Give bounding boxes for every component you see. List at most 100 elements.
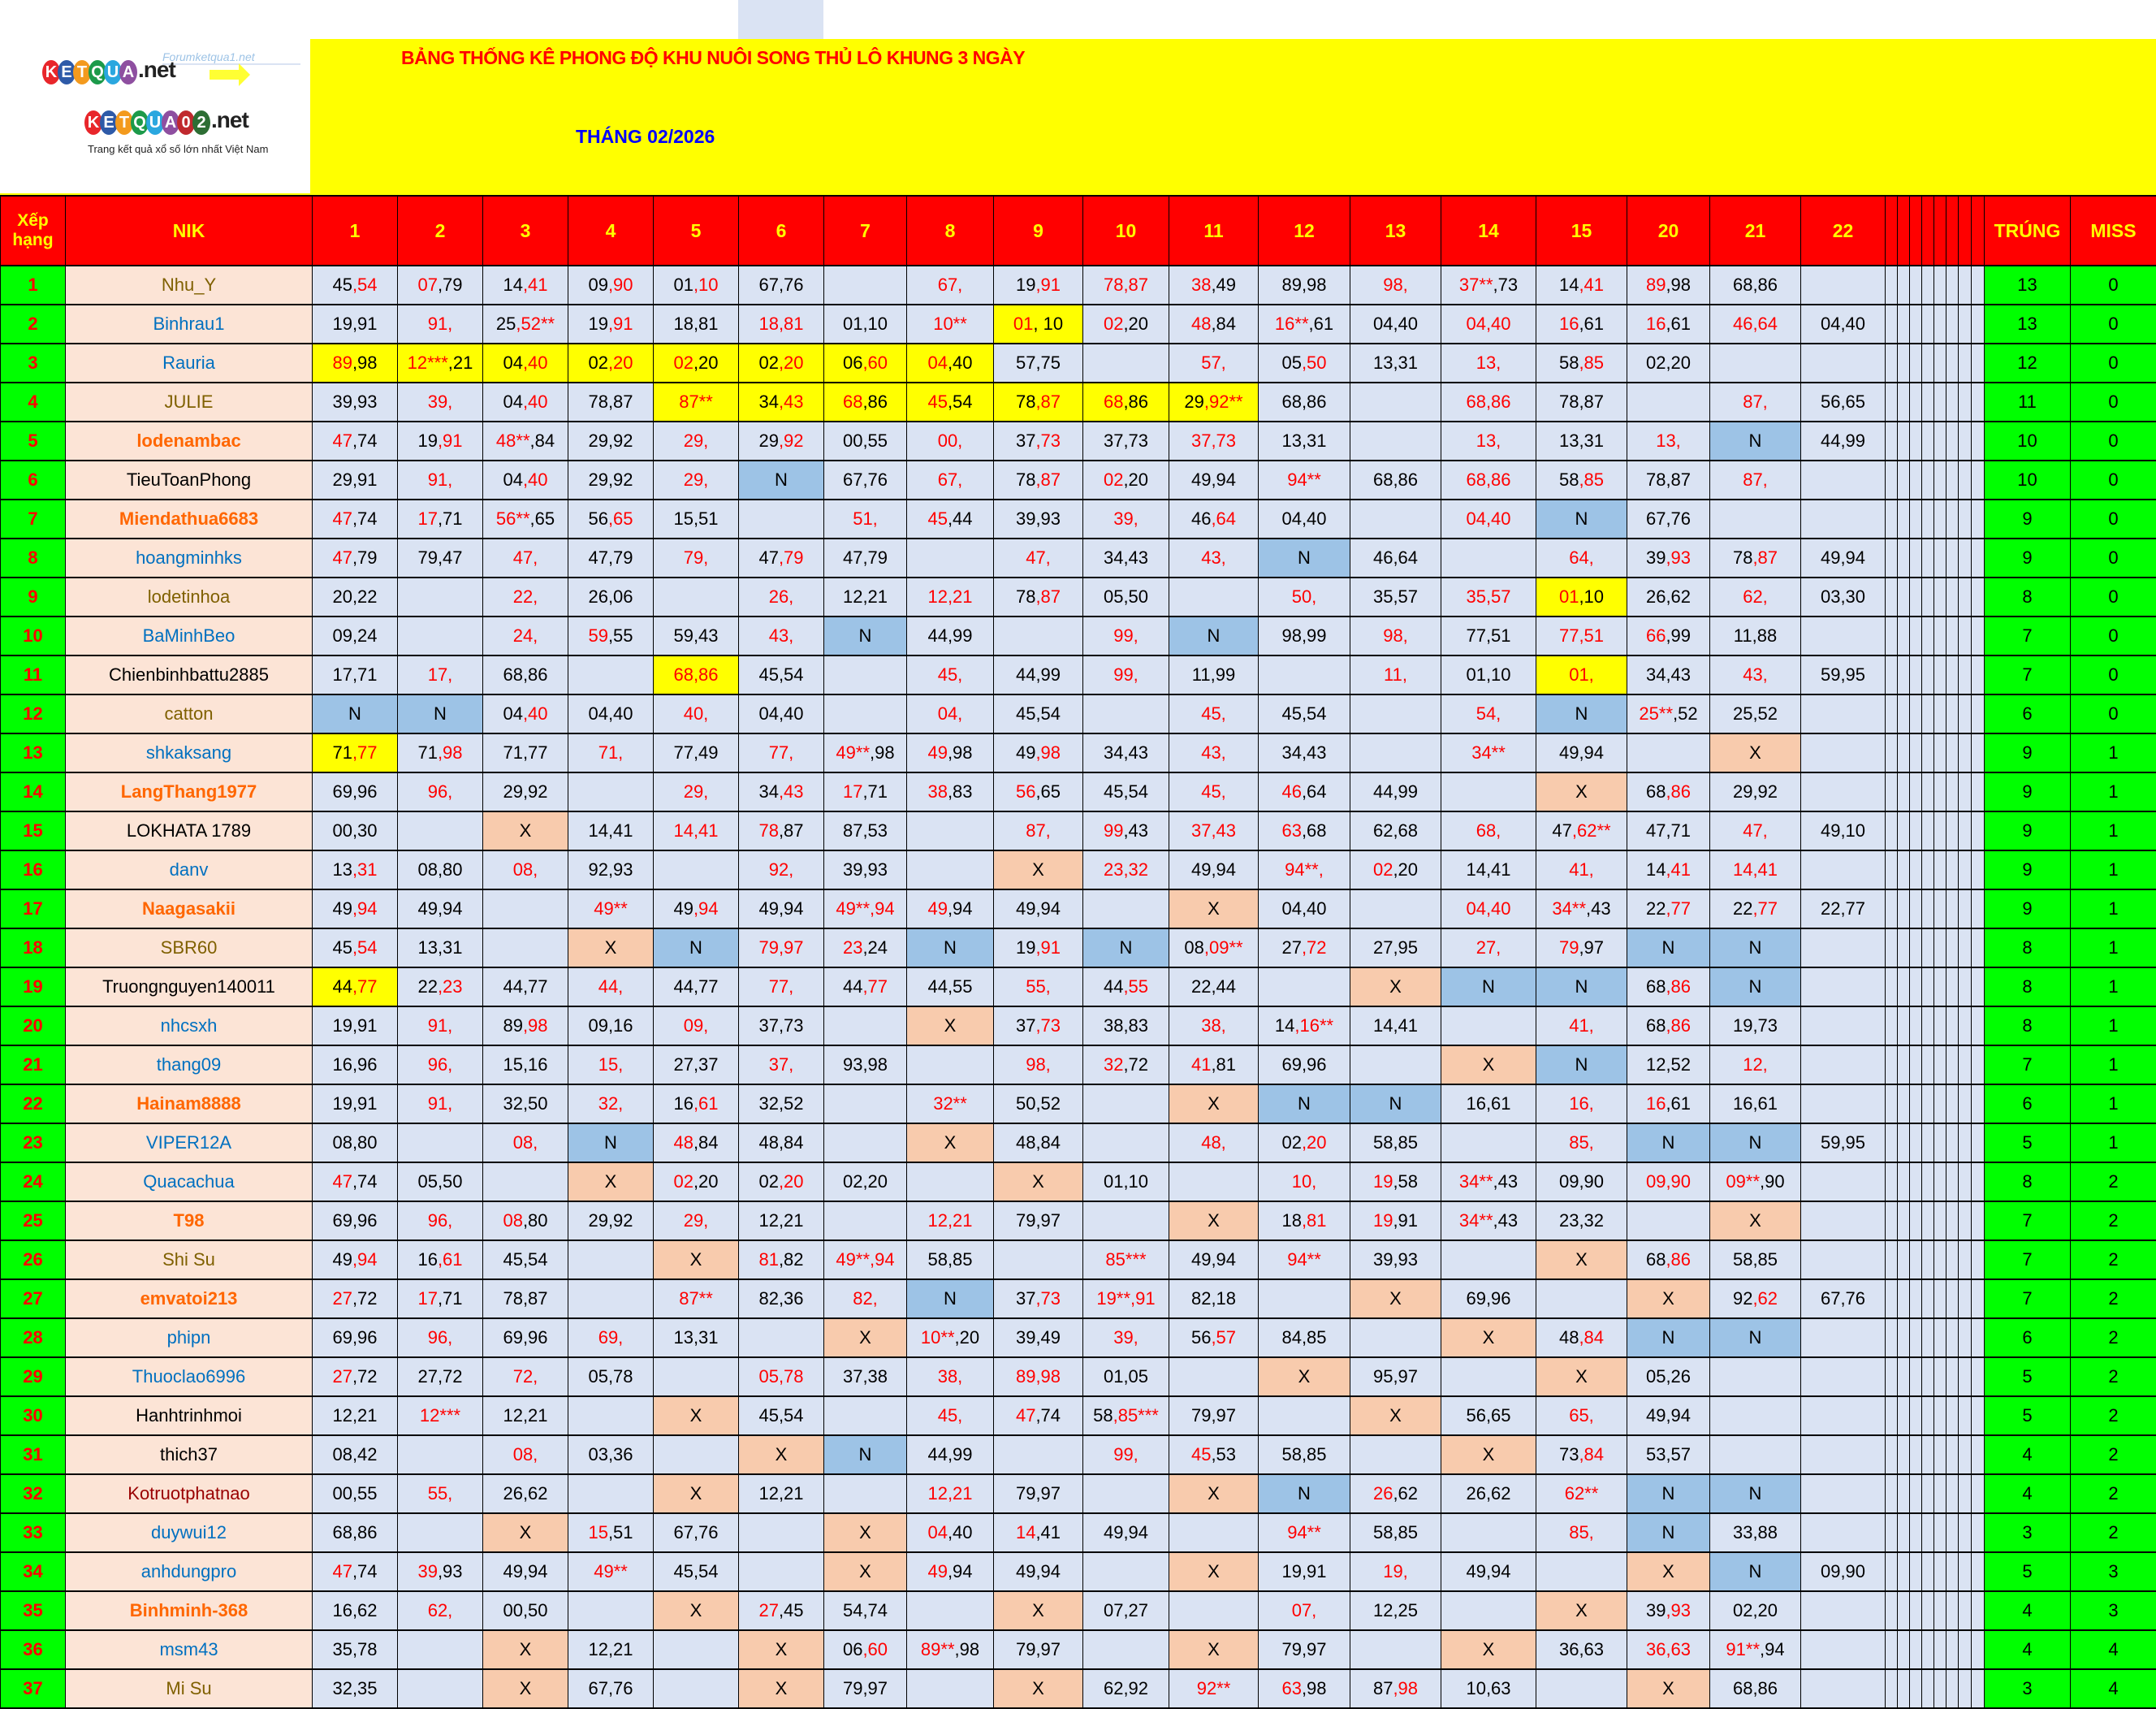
result-number: 77, — [769, 742, 794, 763]
nik-cell[interactable]: Hanhtrinhmoi — [66, 1396, 313, 1435]
result-cell: 39,93 — [824, 850, 907, 889]
nik-cell[interactable]: Miendathua6683 — [66, 500, 313, 539]
nik-cell[interactable]: LangThang1977 — [66, 772, 313, 811]
nik-cell[interactable]: emvatoi213 — [66, 1279, 313, 1318]
result-cell: 87** — [654, 1279, 739, 1318]
result-cell: 68,86 — [1627, 772, 1710, 811]
miss-cell: X — [1441, 1435, 1536, 1474]
empty-cell — [1946, 655, 1959, 694]
empty-cell — [1922, 772, 1934, 811]
nik-cell[interactable]: nhcsxh — [66, 1006, 313, 1045]
result-cell — [1350, 889, 1441, 928]
empty-cell — [1934, 1591, 1946, 1630]
result-cell: 79,97 — [1169, 1396, 1259, 1435]
nik-cell[interactable]: Chienbinhbattu2885 — [66, 655, 313, 694]
miss-count: 0 — [2071, 578, 2156, 617]
empty-cell — [1922, 655, 1934, 694]
result-number-right: ,97 — [1579, 937, 1604, 958]
nik-cell[interactable]: Rauria — [66, 344, 313, 383]
result-cell: 69,96 — [313, 1318, 398, 1357]
result-cell: 49,94 — [1441, 1552, 1536, 1591]
nik-cell[interactable]: Mi Su — [66, 1669, 313, 1708]
nik-cell[interactable]: T98 — [66, 1201, 313, 1240]
nik-cell[interactable]: phipn — [66, 1318, 313, 1357]
empty-cell — [1922, 733, 1934, 772]
nik-cell[interactable]: msm43 — [66, 1630, 313, 1669]
nik-cell[interactable]: Shi Su — [66, 1240, 313, 1279]
result-number-right: ,84 — [1211, 314, 1236, 334]
result-cell — [568, 1474, 654, 1513]
result-number-left: 48 — [1559, 1327, 1579, 1348]
empty-cell — [1946, 461, 1959, 500]
nik-cell[interactable]: thich37 — [66, 1435, 313, 1474]
result-cell: 41, — [1536, 850, 1627, 889]
nik-cell[interactable]: JULIE — [66, 383, 313, 422]
nik-cell[interactable]: anhdungpro — [66, 1552, 313, 1591]
result-number-right: ,86 — [1666, 1015, 1691, 1036]
result-cell — [907, 850, 994, 889]
nik-cell[interactable]: lodenambac — [66, 422, 313, 461]
nik-cell[interactable]: TieuToanPhong — [66, 461, 313, 500]
nik-cell[interactable]: Nhu_Y — [66, 266, 313, 305]
result-cell: 08,80 — [398, 850, 483, 889]
empty-cell — [1922, 266, 1934, 305]
result-number-left: 07 — [417, 275, 437, 295]
nik-cell[interactable]: Naagasakii — [66, 889, 313, 928]
result-number-right: ,87 — [1035, 586, 1061, 607]
empty-cell — [1959, 733, 1972, 772]
result-number-left: 02 — [758, 353, 778, 373]
rank-cell: 16 — [1, 850, 66, 889]
result-number-right: ,60 — [862, 353, 888, 373]
miss-cell: X — [994, 850, 1083, 889]
result-cell: 26,62 — [1441, 1474, 1536, 1513]
forum-link[interactable]: Forumketqua1.net — [162, 50, 300, 65]
result-number-right: ,65 — [1035, 781, 1061, 802]
empty-cell — [1959, 1084, 1972, 1123]
nik-cell[interactable]: BaMinhBeo — [66, 617, 313, 655]
nik-cell[interactable]: danv — [66, 850, 313, 889]
result-cell: 18,81 — [654, 305, 739, 344]
result-cell: 14,16** — [1259, 1006, 1350, 1045]
nik-cell[interactable]: hoangminhks — [66, 539, 313, 578]
result-cell: 66,99 — [1627, 617, 1710, 655]
nik-cell[interactable]: duywui12 — [66, 1513, 313, 1552]
nik-cell[interactable]: VIPER12A — [66, 1123, 313, 1162]
result-number-left: 44 — [843, 976, 862, 997]
result-cell: 57,75 — [994, 344, 1083, 383]
empty-cell — [1898, 928, 1910, 967]
nik-cell[interactable]: Kotruotphatnao — [66, 1474, 313, 1513]
nik-cell[interactable]: catton — [66, 694, 313, 733]
logo-tagline: Trang kết quả xổ số lớn nhất Việt Nam — [88, 143, 268, 155]
empty-cell — [1959, 422, 1972, 461]
nik-cell[interactable]: LOKHATA 1789 — [66, 811, 313, 850]
nik-cell[interactable]: Quacachua — [66, 1162, 313, 1201]
nik-cell[interactable]: Truongnguyen140011 — [66, 967, 313, 1006]
empty-cell — [1886, 539, 1898, 578]
result-number-right: ,79 — [438, 275, 463, 295]
nik-cell[interactable]: thang09 — [66, 1045, 313, 1084]
nik-cell[interactable]: Binhminh-368 — [66, 1591, 313, 1630]
result-cell: 19,73 — [1710, 1006, 1801, 1045]
empty-cell — [1910, 928, 1922, 967]
result-number-right: ,77 — [352, 976, 378, 997]
result-cell: 45,53 — [1169, 1435, 1259, 1474]
result-cell: 57, — [1169, 344, 1259, 383]
result-cell: 13,31 — [398, 928, 483, 967]
result-cell: 65, — [1536, 1396, 1627, 1435]
nik-cell[interactable]: Hainam8888 — [66, 1084, 313, 1123]
result-number-right: ,98 — [1393, 1678, 1418, 1698]
nik-cell[interactable]: lodetinhoa — [66, 578, 313, 617]
result-number-right: ,82 — [779, 1249, 804, 1270]
result-number: 26, — [769, 586, 794, 607]
nik-cell[interactable]: Thuoclao6996 — [66, 1357, 313, 1396]
empty-cell — [1946, 811, 1959, 850]
nik-cell[interactable]: SBR60 — [66, 928, 313, 967]
nik-cell[interactable]: shkaksang — [66, 733, 313, 772]
result-number: 35,57 — [1466, 586, 1510, 607]
empty-cell — [1898, 1045, 1910, 1084]
rank-cell: 12 — [1, 694, 66, 733]
nik-cell[interactable]: Binhrau1 — [66, 305, 313, 344]
empty-cell — [1922, 1240, 1934, 1279]
